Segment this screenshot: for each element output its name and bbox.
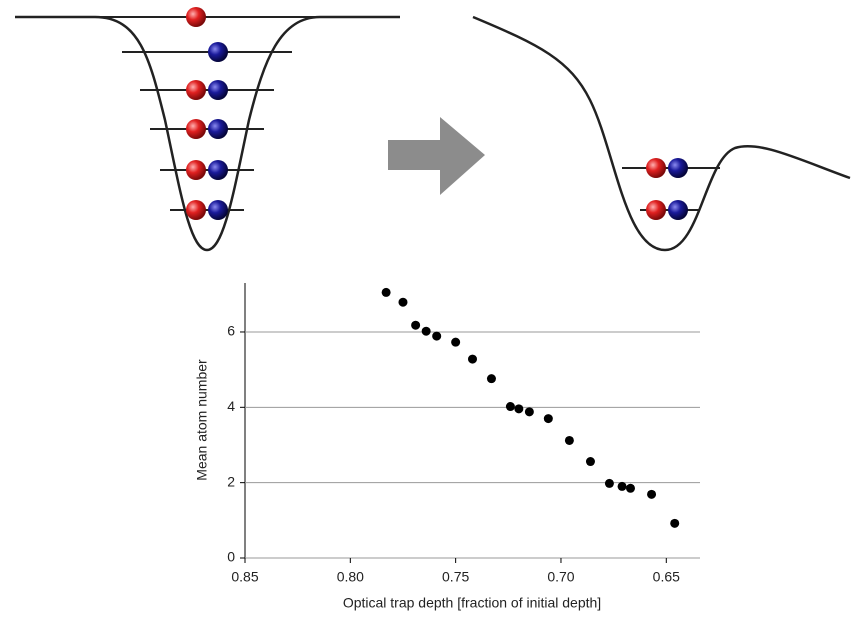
atom <box>668 158 688 178</box>
atom <box>646 158 666 178</box>
point <box>564 435 574 445</box>
point <box>647 489 657 499</box>
atom <box>208 42 228 62</box>
y-axis-label: Mean atom number <box>194 359 210 481</box>
arrow <box>388 117 485 195</box>
point <box>451 337 461 347</box>
point <box>625 483 635 493</box>
atom <box>186 119 206 139</box>
point <box>585 457 595 467</box>
point <box>486 374 496 384</box>
atom <box>208 160 228 180</box>
atom <box>186 200 206 220</box>
x-tick-label: 0.85 <box>231 569 258 585</box>
point <box>411 320 421 330</box>
point <box>514 404 524 414</box>
plot: Optical trap depth [fraction of initial … <box>194 283 700 611</box>
point <box>421 326 431 336</box>
left-well-diagram <box>15 15 400 252</box>
x-axis-label: Optical trap depth [fraction of initial … <box>343 595 601 611</box>
atom <box>208 200 228 220</box>
atom <box>186 7 206 27</box>
y-tick-label: 6 <box>227 323 235 339</box>
x-tick-label: 0.75 <box>442 569 469 585</box>
point <box>505 402 515 412</box>
y-tick-label: 4 <box>227 398 235 414</box>
y-tick-label: 2 <box>227 473 235 489</box>
point <box>381 287 391 297</box>
x-tick-label: 0.65 <box>653 569 680 585</box>
y-tick-label: 0 <box>227 549 235 565</box>
point <box>604 478 614 488</box>
point <box>468 354 477 364</box>
point <box>398 297 408 307</box>
x-tick-label: 0.70 <box>547 569 574 585</box>
left-atoms <box>186 7 228 220</box>
atom <box>208 119 228 139</box>
atom <box>208 80 228 100</box>
potential-well <box>15 15 400 252</box>
point <box>432 331 442 341</box>
atom <box>646 200 666 220</box>
point <box>617 481 627 491</box>
atom <box>668 200 688 220</box>
x-tick-label: 0.80 <box>337 569 364 585</box>
atom <box>186 160 206 180</box>
point <box>670 518 680 528</box>
atom <box>186 80 206 100</box>
point <box>524 407 534 417</box>
right-well-diagram <box>472 15 851 252</box>
tilted-well <box>472 15 851 252</box>
point <box>543 414 553 424</box>
